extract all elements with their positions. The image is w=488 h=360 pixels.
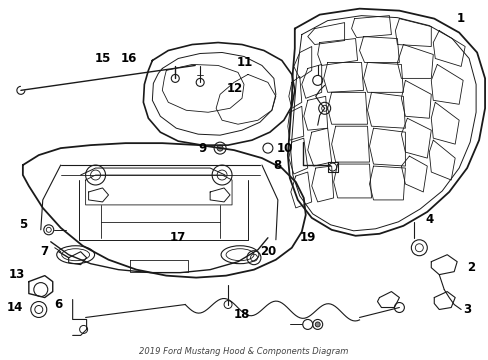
Text: 2: 2 bbox=[466, 261, 474, 274]
Text: 11: 11 bbox=[236, 56, 253, 69]
Text: 1: 1 bbox=[456, 12, 464, 25]
Text: 20: 20 bbox=[259, 245, 275, 258]
Text: 6: 6 bbox=[55, 298, 63, 311]
Text: 13: 13 bbox=[9, 268, 25, 281]
Text: 16: 16 bbox=[120, 52, 136, 65]
Text: 2019 Ford Mustang Hood & Components Diagram: 2019 Ford Mustang Hood & Components Diag… bbox=[139, 347, 348, 356]
Circle shape bbox=[315, 322, 320, 327]
Text: 4: 4 bbox=[424, 213, 432, 226]
Text: 14: 14 bbox=[7, 301, 23, 314]
Text: 7: 7 bbox=[41, 245, 49, 258]
Text: 12: 12 bbox=[226, 82, 243, 95]
Text: 8: 8 bbox=[273, 158, 282, 172]
Text: 5: 5 bbox=[19, 218, 27, 231]
Text: 18: 18 bbox=[233, 308, 250, 321]
Text: 15: 15 bbox=[94, 52, 110, 65]
Circle shape bbox=[217, 145, 223, 151]
Text: 10: 10 bbox=[276, 141, 292, 155]
Text: 19: 19 bbox=[299, 231, 315, 244]
Text: 9: 9 bbox=[198, 141, 206, 155]
Text: 3: 3 bbox=[462, 303, 470, 316]
Text: 17: 17 bbox=[170, 231, 186, 244]
